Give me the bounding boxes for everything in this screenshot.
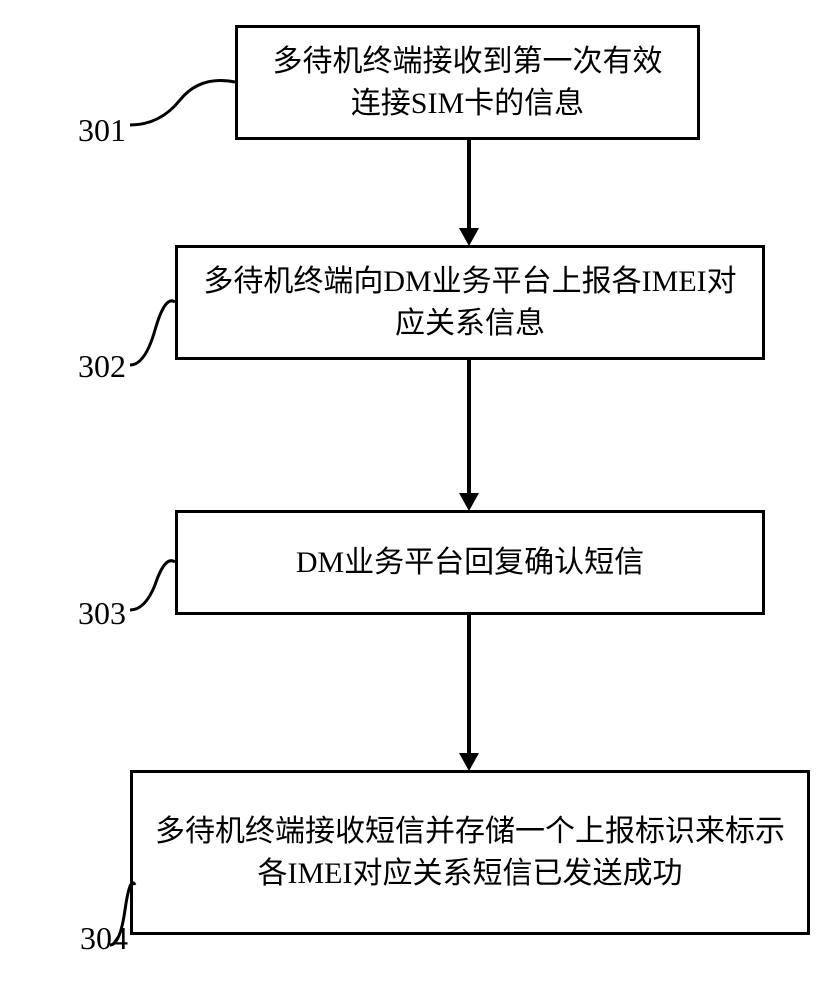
label-connector-3 bbox=[130, 550, 180, 620]
flowchart-arrowhead-2-3 bbox=[459, 493, 479, 511]
step-3-text: DM业务平台回复确认短信 bbox=[296, 542, 644, 584]
flowchart-container: 多待机终端接收到第一次有效连接SIM卡的信息 多待机终端向DM业务平台上报各IM… bbox=[0, 0, 837, 1000]
flowchart-step-4: 多待机终端接收短信并存储一个上报标识来标示各IMEI对应关系短信已发送成功 bbox=[130, 770, 810, 935]
flowchart-step-1: 多待机终端接收到第一次有效连接SIM卡的信息 bbox=[235, 25, 700, 140]
flowchart-arrowhead-1-2 bbox=[459, 228, 479, 246]
flowchart-arrow-3-4 bbox=[467, 615, 471, 753]
step-1-text: 多待机终端接收到第一次有效连接SIM卡的信息 bbox=[258, 41, 677, 125]
step-4-text: 多待机终端接收短信并存储一个上报标识来标示各IMEI对应关系短信已发送成功 bbox=[153, 811, 787, 895]
label-connector-2 bbox=[130, 290, 180, 370]
label-connector-1 bbox=[130, 70, 240, 130]
flowchart-step-3: DM业务平台回复确认短信 bbox=[175, 510, 765, 615]
label-connector-4 bbox=[105, 870, 145, 950]
step-2-text: 多待机终端向DM业务平台上报各IMEI对应关系信息 bbox=[198, 261, 742, 345]
step-label-303: 303 bbox=[78, 595, 126, 632]
flowchart-arrow-1-2 bbox=[467, 140, 471, 228]
flowchart-arrow-2-3 bbox=[467, 360, 471, 493]
step-label-301: 301 bbox=[78, 112, 126, 149]
flowchart-step-2: 多待机终端向DM业务平台上报各IMEI对应关系信息 bbox=[175, 245, 765, 360]
flowchart-arrowhead-3-4 bbox=[459, 753, 479, 771]
step-label-302: 302 bbox=[78, 348, 126, 385]
